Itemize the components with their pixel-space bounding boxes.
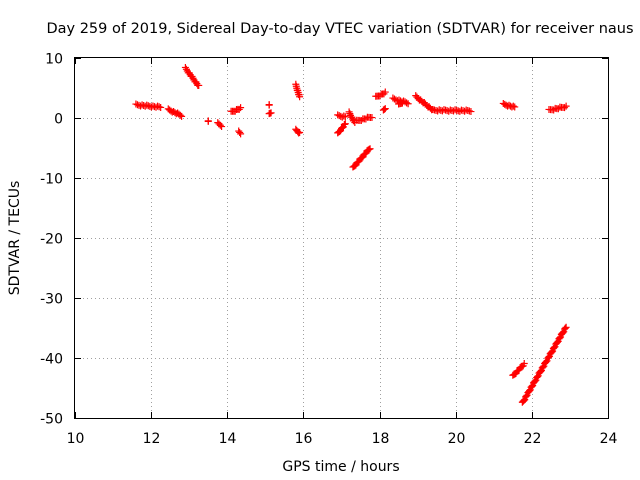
x-tick-label: 16	[295, 431, 313, 447]
data-point-marker	[398, 99, 406, 107]
y-tick-label: -50	[40, 412, 63, 428]
data-point-marker	[520, 360, 528, 367]
data-point-marker	[531, 377, 539, 385]
x-tick-label: 24	[600, 431, 618, 447]
y-tick-label: -20	[40, 232, 63, 248]
x-axis-label: GPS time / hours	[282, 459, 399, 475]
y-tick-label: -40	[40, 352, 63, 368]
data-point-marker	[511, 103, 519, 111]
data-point-marker	[368, 114, 376, 122]
data-point-marker	[554, 105, 562, 113]
data-point-marker	[522, 392, 530, 400]
data-point-marker	[528, 382, 536, 390]
x-tick-label: 20	[448, 431, 466, 447]
y-tick-label: -10	[40, 172, 63, 188]
data-point-marker	[537, 367, 545, 375]
y-tick-label: -30	[40, 292, 63, 308]
data-point-marker	[340, 120, 348, 128]
data-point-marker	[556, 334, 564, 342]
data-point-marker	[362, 115, 370, 123]
data-point-marker	[296, 129, 304, 136]
data-point-marker	[341, 113, 349, 121]
data-point-marker	[561, 104, 569, 112]
grid-lines	[75, 58, 608, 418]
data-point-marker	[526, 387, 534, 395]
data-point-marker	[340, 112, 348, 120]
plot-frame	[74, 57, 609, 419]
data-point-marker	[132, 100, 140, 108]
data-point-marker	[218, 123, 226, 131]
data-point-marker	[237, 130, 245, 138]
data-point-marker	[539, 363, 547, 371]
chart-title: Day 259 of 2019, Sidereal Day-to-day VTE…	[46, 21, 633, 37]
x-tick-label: 22	[524, 431, 542, 447]
data-point-marker	[381, 105, 389, 113]
data-point-marker	[204, 117, 212, 125]
x-tick-label: 14	[219, 431, 237, 447]
data-point-marker	[467, 108, 475, 116]
data-point-marker	[561, 324, 569, 332]
data-point-marker	[267, 109, 275, 117]
y-tick-labels: 10 0 -10 -20 -30 -40 -50	[40, 52, 63, 428]
y-tick-label: 0	[54, 112, 63, 128]
data-point-marker	[559, 329, 567, 337]
data-point-marker	[357, 116, 365, 124]
data-point-marker	[545, 353, 553, 361]
data-point-marker	[157, 103, 165, 111]
data-point-marker	[550, 344, 558, 352]
data-point-marker	[380, 105, 388, 113]
x-tick-label: 12	[143, 431, 161, 447]
data-point-marker	[562, 102, 570, 110]
x-tick-labels: 10 12 14 16 18 20 22 24	[67, 431, 618, 447]
y-tick-label: 10	[45, 52, 63, 68]
data-point-marker	[236, 128, 244, 136]
data-point-marker	[341, 120, 349, 128]
data-point-marker	[334, 111, 342, 119]
data-point-marker	[154, 102, 162, 110]
y-axis-label: SDTVAR / TECUs	[7, 181, 23, 296]
data-point-marker	[176, 111, 184, 119]
data-point-marker	[216, 121, 224, 129]
data-point-marker	[296, 93, 304, 101]
data-point-marker	[237, 104, 245, 112]
data-point-marker	[366, 145, 374, 153]
data-point-marker	[533, 373, 541, 381]
data-point-marker	[548, 348, 556, 356]
data-point-marker	[155, 103, 163, 111]
data-point-marker	[195, 81, 203, 89]
data-point-marker	[143, 101, 151, 109]
data-point-marker	[509, 102, 517, 110]
data-point-marker	[178, 112, 186, 120]
data-point-marker	[550, 106, 558, 114]
data-point-marker	[265, 101, 273, 109]
data-point-marker	[542, 358, 550, 366]
x-tick-label: 10	[67, 431, 85, 447]
data-point-marker	[520, 396, 528, 404]
data-point-marker	[553, 338, 561, 346]
data-point-marker	[365, 145, 373, 153]
x-tick-label: 18	[372, 431, 390, 447]
data-points	[132, 63, 570, 406]
data-point-marker	[562, 323, 570, 331]
data-point-marker	[381, 88, 389, 96]
